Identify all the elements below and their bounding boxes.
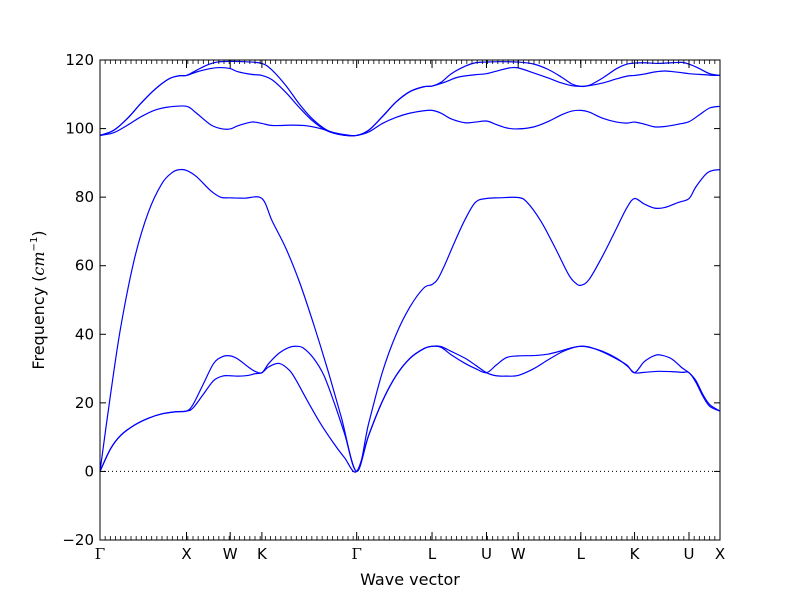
plot-frame <box>99 59 721 541</box>
phonon-branch-line <box>99 60 721 137</box>
k-point-label: K <box>630 545 641 563</box>
phonon-branch-line <box>99 345 721 473</box>
y-tick-label: 60 <box>75 257 94 275</box>
k-point-label: Γ <box>95 545 105 563</box>
k-point-label: X <box>715 545 725 563</box>
y-tick-label: 0 <box>84 462 94 480</box>
phonon-branches <box>99 60 721 473</box>
y-tick-label: 100 <box>65 120 94 138</box>
k-point-label: W <box>511 545 526 563</box>
y-tick-label: 20 <box>75 394 94 412</box>
y-tick-label: 120 <box>65 51 94 69</box>
k-point-label: W <box>223 545 238 563</box>
k-point-label: X <box>181 545 191 563</box>
k-point-label: U <box>481 545 492 563</box>
y-tick-label: −20 <box>62 531 94 549</box>
y-axis-title: Frequency (cm−1) <box>29 230 48 369</box>
phonon-branch-line <box>99 168 721 473</box>
k-point-label: L <box>577 545 586 563</box>
y-tick-label: 80 <box>75 188 94 206</box>
phonon-branch-line <box>99 105 721 137</box>
k-point-label: Γ <box>351 545 361 563</box>
y-tick-label: 40 <box>75 325 94 343</box>
k-point-label: K <box>257 545 268 563</box>
k-point-label: L <box>428 545 437 563</box>
k-point-label: U <box>684 545 695 563</box>
x-axis-title: Wave vector <box>360 570 460 589</box>
y-tick-labels: −20 0 20 40 60 80 100 120 <box>62 51 94 549</box>
